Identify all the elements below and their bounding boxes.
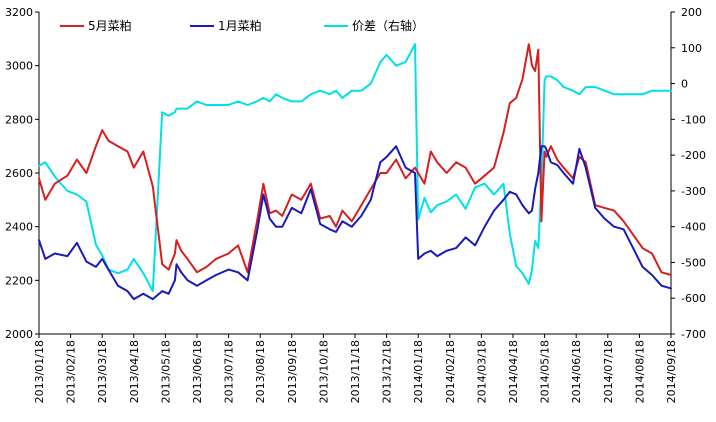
y-right-tick-label: -600 — [681, 292, 706, 305]
series-line-2 — [38, 43, 672, 293]
x-tick-label: 2013/04/18 — [128, 340, 141, 403]
legend-label-0: 5月菜粕 — [88, 18, 132, 33]
x-tick-label: 2013/11/18 — [349, 340, 362, 403]
x-tick-label: 2013/10/18 — [317, 340, 330, 403]
x-tick-label: 2014/07/18 — [602, 340, 615, 403]
x-tick-label: 2013/08/18 — [254, 340, 267, 403]
y-right-tick-label: 200 — [681, 6, 702, 19]
y-left-tick-label: 2800 — [5, 113, 33, 126]
x-tick-label: 2014/04/18 — [507, 340, 520, 403]
y-left-tick-label: 2200 — [5, 274, 33, 287]
x-tick-label: 2014/01/18 — [412, 340, 425, 403]
x-tick-label: 2014/09/18 — [665, 340, 678, 403]
legend: 5月菜粕 1月菜粕 价差（右轴） — [60, 18, 424, 33]
series-layer — [38, 43, 672, 301]
y-right-tick-label: -200 — [681, 149, 706, 162]
y-left-tick-label: 2000 — [5, 328, 33, 341]
x-tick-label: 2013/09/18 — [286, 340, 299, 403]
x-tick-label: 2013/06/18 — [191, 340, 204, 403]
x-tick-label: 2013/01/18 — [33, 340, 46, 403]
axes: 2000220024002600280030003200-700-600-500… — [5, 6, 706, 403]
y-right-tick-label: -400 — [681, 221, 706, 234]
x-tick-label: 2014/03/18 — [475, 340, 488, 403]
y-right-tick-label: 0 — [681, 78, 688, 91]
y-left-tick-label: 2400 — [5, 221, 33, 234]
y-left-tick-label: 3000 — [5, 60, 33, 73]
y-left-tick-label: 3200 — [5, 6, 33, 19]
x-tick-label: 2014/08/18 — [633, 340, 646, 403]
y-right-tick-label: -700 — [681, 328, 706, 341]
legend-label-1: 1月菜粕 — [218, 18, 262, 33]
x-tick-label: 2014/02/18 — [444, 340, 457, 403]
x-tick-label: 2014/05/18 — [539, 340, 552, 403]
series-line-1 — [38, 145, 672, 301]
x-tick-label: 2013/12/18 — [381, 340, 394, 403]
x-tick-label: 2014/06/18 — [570, 340, 583, 403]
x-tick-label: 2013/03/18 — [96, 340, 109, 403]
y-right-tick-label: 100 — [681, 42, 702, 55]
y-right-tick-label: -500 — [681, 256, 706, 269]
x-tick-label: 2013/07/18 — [223, 340, 236, 403]
y-right-tick-label: -300 — [681, 185, 706, 198]
legend-label-2: 价差（右轴） — [352, 18, 424, 33]
y-left-tick-label: 2600 — [5, 167, 33, 180]
x-tick-label: 2013/02/18 — [65, 340, 78, 403]
y-right-tick-label: -100 — [681, 113, 706, 126]
x-tick-label: 2013/05/18 — [159, 340, 172, 403]
